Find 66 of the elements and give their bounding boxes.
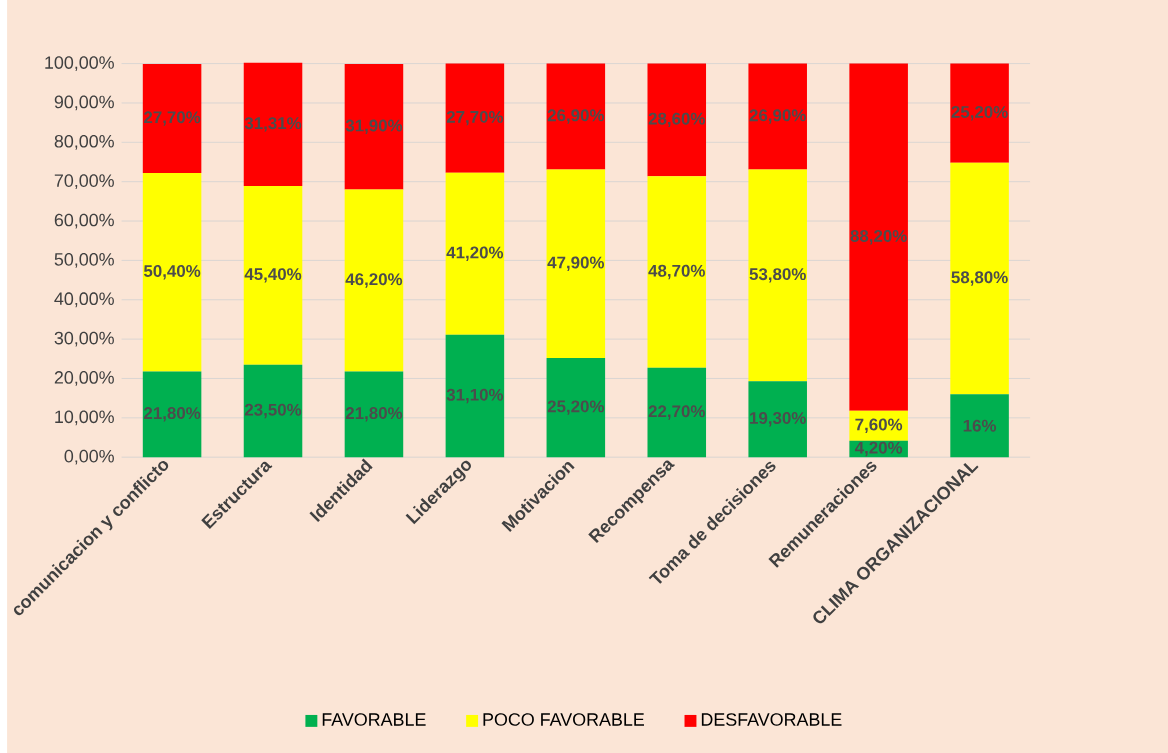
legend-label: POCO FAVORABLE bbox=[483, 712, 644, 726]
y-tick-label: 0,00% bbox=[64, 449, 114, 465]
data-label: 25,20% bbox=[547, 400, 605, 415]
data-label: 48,70% bbox=[648, 264, 705, 280]
data-label: 25,20% bbox=[951, 105, 1008, 121]
data-label: 26,90% bbox=[547, 109, 605, 124]
data-label: 22,70% bbox=[648, 405, 705, 420]
bar bbox=[647, 63, 707, 176]
bar bbox=[950, 63, 1009, 163]
bar bbox=[243, 364, 303, 458]
bar bbox=[748, 169, 807, 382]
bar bbox=[647, 367, 707, 458]
y-tick-label: 40,00% bbox=[54, 292, 114, 307]
y-tick-label: 80,00% bbox=[54, 134, 114, 150]
data-label: 45,40% bbox=[244, 267, 302, 283]
data-label: 31,31% bbox=[244, 117, 302, 132]
data-label: 16% bbox=[963, 419, 997, 432]
bar bbox=[344, 189, 404, 372]
data-label: 7,60% bbox=[855, 418, 903, 433]
bar bbox=[748, 63, 807, 170]
bar bbox=[243, 185, 303, 365]
data-label: 23,50% bbox=[244, 403, 302, 418]
data-label: 46,20% bbox=[345, 273, 403, 288]
data-label: 31,10% bbox=[446, 388, 504, 404]
data-label: 28,60% bbox=[648, 112, 705, 127]
bar bbox=[546, 63, 606, 170]
data-label: 27,70% bbox=[144, 111, 201, 126]
y-tick-label: 90,00% bbox=[54, 95, 114, 111]
legend-label: DESFAVORABLE bbox=[701, 712, 842, 726]
bar bbox=[142, 63, 202, 173]
bar bbox=[344, 371, 404, 458]
bar bbox=[142, 371, 202, 458]
bar bbox=[950, 162, 1009, 395]
data-label: 47,90% bbox=[547, 256, 605, 271]
y-tick-label: 100,00% bbox=[45, 56, 114, 71]
bar bbox=[546, 357, 606, 458]
bar bbox=[243, 62, 303, 186]
legend-label: FAVORABLE bbox=[322, 712, 426, 726]
data-label: 26,90% bbox=[749, 109, 806, 124]
bar bbox=[445, 172, 505, 335]
bar bbox=[950, 394, 1009, 458]
data-label: 58,80% bbox=[951, 271, 1008, 286]
bar bbox=[748, 381, 807, 458]
data-label: 21,80% bbox=[144, 406, 201, 422]
bar bbox=[546, 169, 606, 358]
y-tick-label: 30,00% bbox=[54, 331, 114, 347]
data-label: 50,40% bbox=[143, 264, 201, 280]
bar bbox=[445, 334, 505, 458]
bar bbox=[142, 172, 202, 372]
data-label: 41,20% bbox=[446, 246, 504, 261]
data-label: 27,70% bbox=[446, 110, 504, 126]
y-tick-label: 50,00% bbox=[54, 252, 114, 268]
data-label: 88,20% bbox=[850, 229, 907, 245]
y-tick-label: 70,00% bbox=[54, 174, 114, 189]
data-label: 4,20% bbox=[854, 441, 903, 456]
y-tick-label: 60,00% bbox=[54, 213, 114, 229]
bar bbox=[647, 175, 707, 368]
data-label: 19,30% bbox=[750, 411, 806, 427]
data-label: 21,80% bbox=[345, 406, 403, 422]
bar bbox=[344, 63, 404, 190]
data-label: 53,80% bbox=[749, 267, 806, 283]
y-tick-label: 10,00% bbox=[55, 410, 114, 426]
bar bbox=[445, 63, 505, 173]
y-tick-label: 20,00% bbox=[54, 370, 114, 386]
data-label: 31,90% bbox=[345, 119, 403, 134]
bar bbox=[849, 63, 908, 411]
